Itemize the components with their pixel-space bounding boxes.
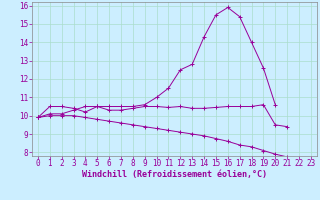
X-axis label: Windchill (Refroidissement éolien,°C): Windchill (Refroidissement éolien,°C) [82, 170, 267, 179]
